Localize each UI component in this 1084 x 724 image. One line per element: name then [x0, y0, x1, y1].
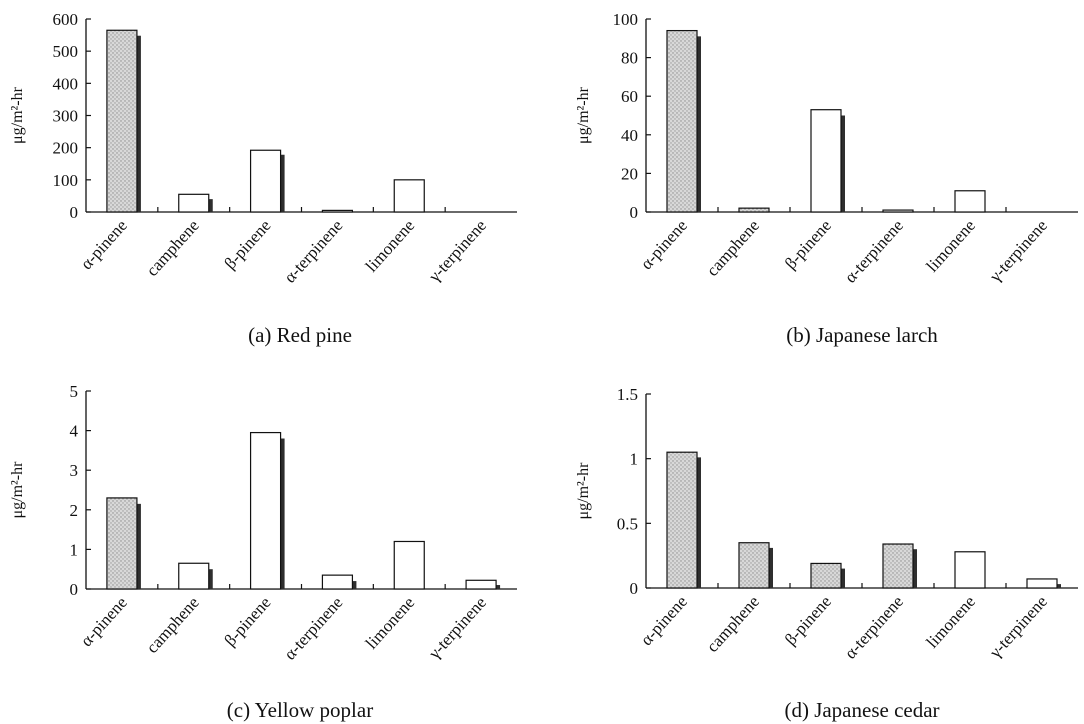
x-category-label: camphene — [703, 216, 763, 280]
chart-panel-1: 0 20 40 60 80 100 μg/m²-hr α-pinene camphene β-pi… — [575, 10, 1078, 347]
y-tick-label: 0.5 — [617, 514, 638, 533]
x-category-label: α-pinene — [637, 592, 691, 649]
bar-0 — [666, 29, 698, 213]
bar-1 — [738, 542, 770, 589]
y-tick-label: 200 — [53, 139, 79, 158]
bar-3 — [882, 543, 914, 589]
bar-0 — [106, 497, 138, 590]
bar-shadow — [769, 547, 773, 588]
x-category-label: camphene — [142, 216, 202, 280]
y-tick-label: 80 — [621, 49, 638, 68]
bar-shadow — [913, 549, 917, 588]
x-category-label: α-pinene — [77, 593, 131, 650]
x-category-label: α-terpinene — [280, 216, 346, 287]
y-tick-label: 300 — [53, 107, 79, 126]
y-axis-title: μg/m²-hr — [575, 86, 592, 144]
x-category-label: limonene — [923, 592, 979, 652]
x-category-label: limonene — [923, 216, 979, 276]
bar-3 — [321, 574, 354, 590]
x-category-label: β-pinene — [781, 592, 835, 649]
x-category-label: limonene — [362, 216, 418, 276]
x-category-label: limonene — [362, 593, 418, 653]
bar-shadow — [280, 438, 285, 589]
chart-panel-3: 0 0.5 1 1.5 μg/m²-hr α-pinene camphene β-pinene… — [575, 385, 1078, 722]
bar-4 — [393, 540, 425, 590]
x-category-label: γ-terpinene — [424, 593, 490, 663]
x-category-label: α-pinene — [637, 216, 691, 273]
bar-shadow — [697, 36, 701, 213]
y-axis-title: μg/m²-hr — [575, 462, 592, 520]
y-tick-label: 40 — [621, 126, 638, 145]
bar-shadow — [697, 457, 701, 588]
chart-panel-2: 0 1 2 3 4 5 μg/m²-hr α-pinene camphene β-pinene α-… — [9, 382, 517, 722]
bar-shadow — [208, 569, 213, 589]
y-tick-label: 20 — [621, 164, 638, 183]
y-tick-label: 2 — [70, 501, 79, 520]
y-axis-title: μg/m²-hr — [9, 461, 26, 519]
panel-caption: (a) Red pine — [248, 323, 352, 347]
bar-shadow — [841, 115, 845, 212]
bar-2 — [810, 109, 842, 213]
y-tick-label: 500 — [53, 42, 79, 61]
bar-4 — [954, 551, 986, 589]
bar-4 — [954, 190, 986, 213]
x-category-label: α-terpinene — [841, 592, 907, 663]
x-category-label: γ-terpinene — [985, 592, 1051, 662]
panel-caption: (d) Japanese cedar — [784, 698, 939, 722]
bar-shadow — [841, 568, 845, 588]
bar-1 — [178, 193, 210, 213]
bar-2 — [249, 431, 282, 590]
x-category-label: β-pinene — [781, 216, 835, 273]
x-category-label: β-pinene — [221, 593, 275, 650]
y-tick-label: 1 — [630, 450, 639, 469]
bar-shadow — [136, 35, 141, 212]
bar-shadow — [208, 199, 213, 212]
bar-shadow — [496, 585, 501, 589]
x-category-label: α-pinene — [77, 216, 131, 273]
y-tick-label: 600 — [53, 10, 79, 29]
bar-5 — [465, 579, 497, 590]
y-tick-label: 0 — [70, 203, 79, 222]
panel-caption: (c) Yellow poplar — [227, 698, 373, 722]
bar-shadow — [280, 154, 285, 212]
bar-1 — [738, 207, 770, 213]
x-category-label: γ-terpinene — [985, 216, 1051, 286]
y-tick-label: 400 — [53, 74, 79, 93]
bar-5 — [1026, 578, 1058, 589]
y-tick-label: 3 — [70, 461, 79, 480]
x-category-label: β-pinene — [221, 216, 275, 273]
bar-1 — [178, 562, 210, 590]
bar-3 — [321, 209, 354, 213]
bar-4 — [393, 179, 425, 213]
bar-2 — [810, 562, 842, 589]
bar-shadow — [136, 503, 141, 589]
bar-3 — [882, 209, 914, 213]
y-tick-label: 100 — [53, 171, 79, 190]
x-category-label: α-terpinene — [841, 216, 907, 287]
y-tick-label: 1 — [70, 540, 79, 559]
bar-0 — [666, 451, 698, 589]
x-category-label: γ-terpinene — [424, 216, 490, 286]
y-tick-label: 5 — [70, 382, 79, 401]
bar-2 — [249, 149, 282, 213]
bar-shadow — [1057, 584, 1061, 588]
bar-0 — [106, 29, 138, 213]
x-category-label: camphene — [142, 593, 202, 657]
y-tick-label: 60 — [621, 87, 638, 106]
x-category-label: camphene — [703, 592, 763, 656]
y-tick-label: 1.5 — [617, 385, 638, 404]
y-tick-label: 0 — [630, 579, 639, 598]
chart-panel-0: 0 100 200 300 400 500 600 μg/m²-hr α-pinene camph… — [9, 10, 517, 347]
y-axis-title: μg/m²-hr — [9, 86, 26, 144]
x-category-label: α-terpinene — [280, 593, 346, 664]
panel-caption: (b) Japanese larch — [786, 323, 938, 347]
y-tick-label: 0 — [70, 580, 79, 599]
bar-shadow — [352, 581, 357, 589]
y-tick-label: 0 — [630, 203, 639, 222]
y-tick-label: 4 — [70, 422, 79, 441]
y-tick-label: 100 — [613, 10, 639, 29]
